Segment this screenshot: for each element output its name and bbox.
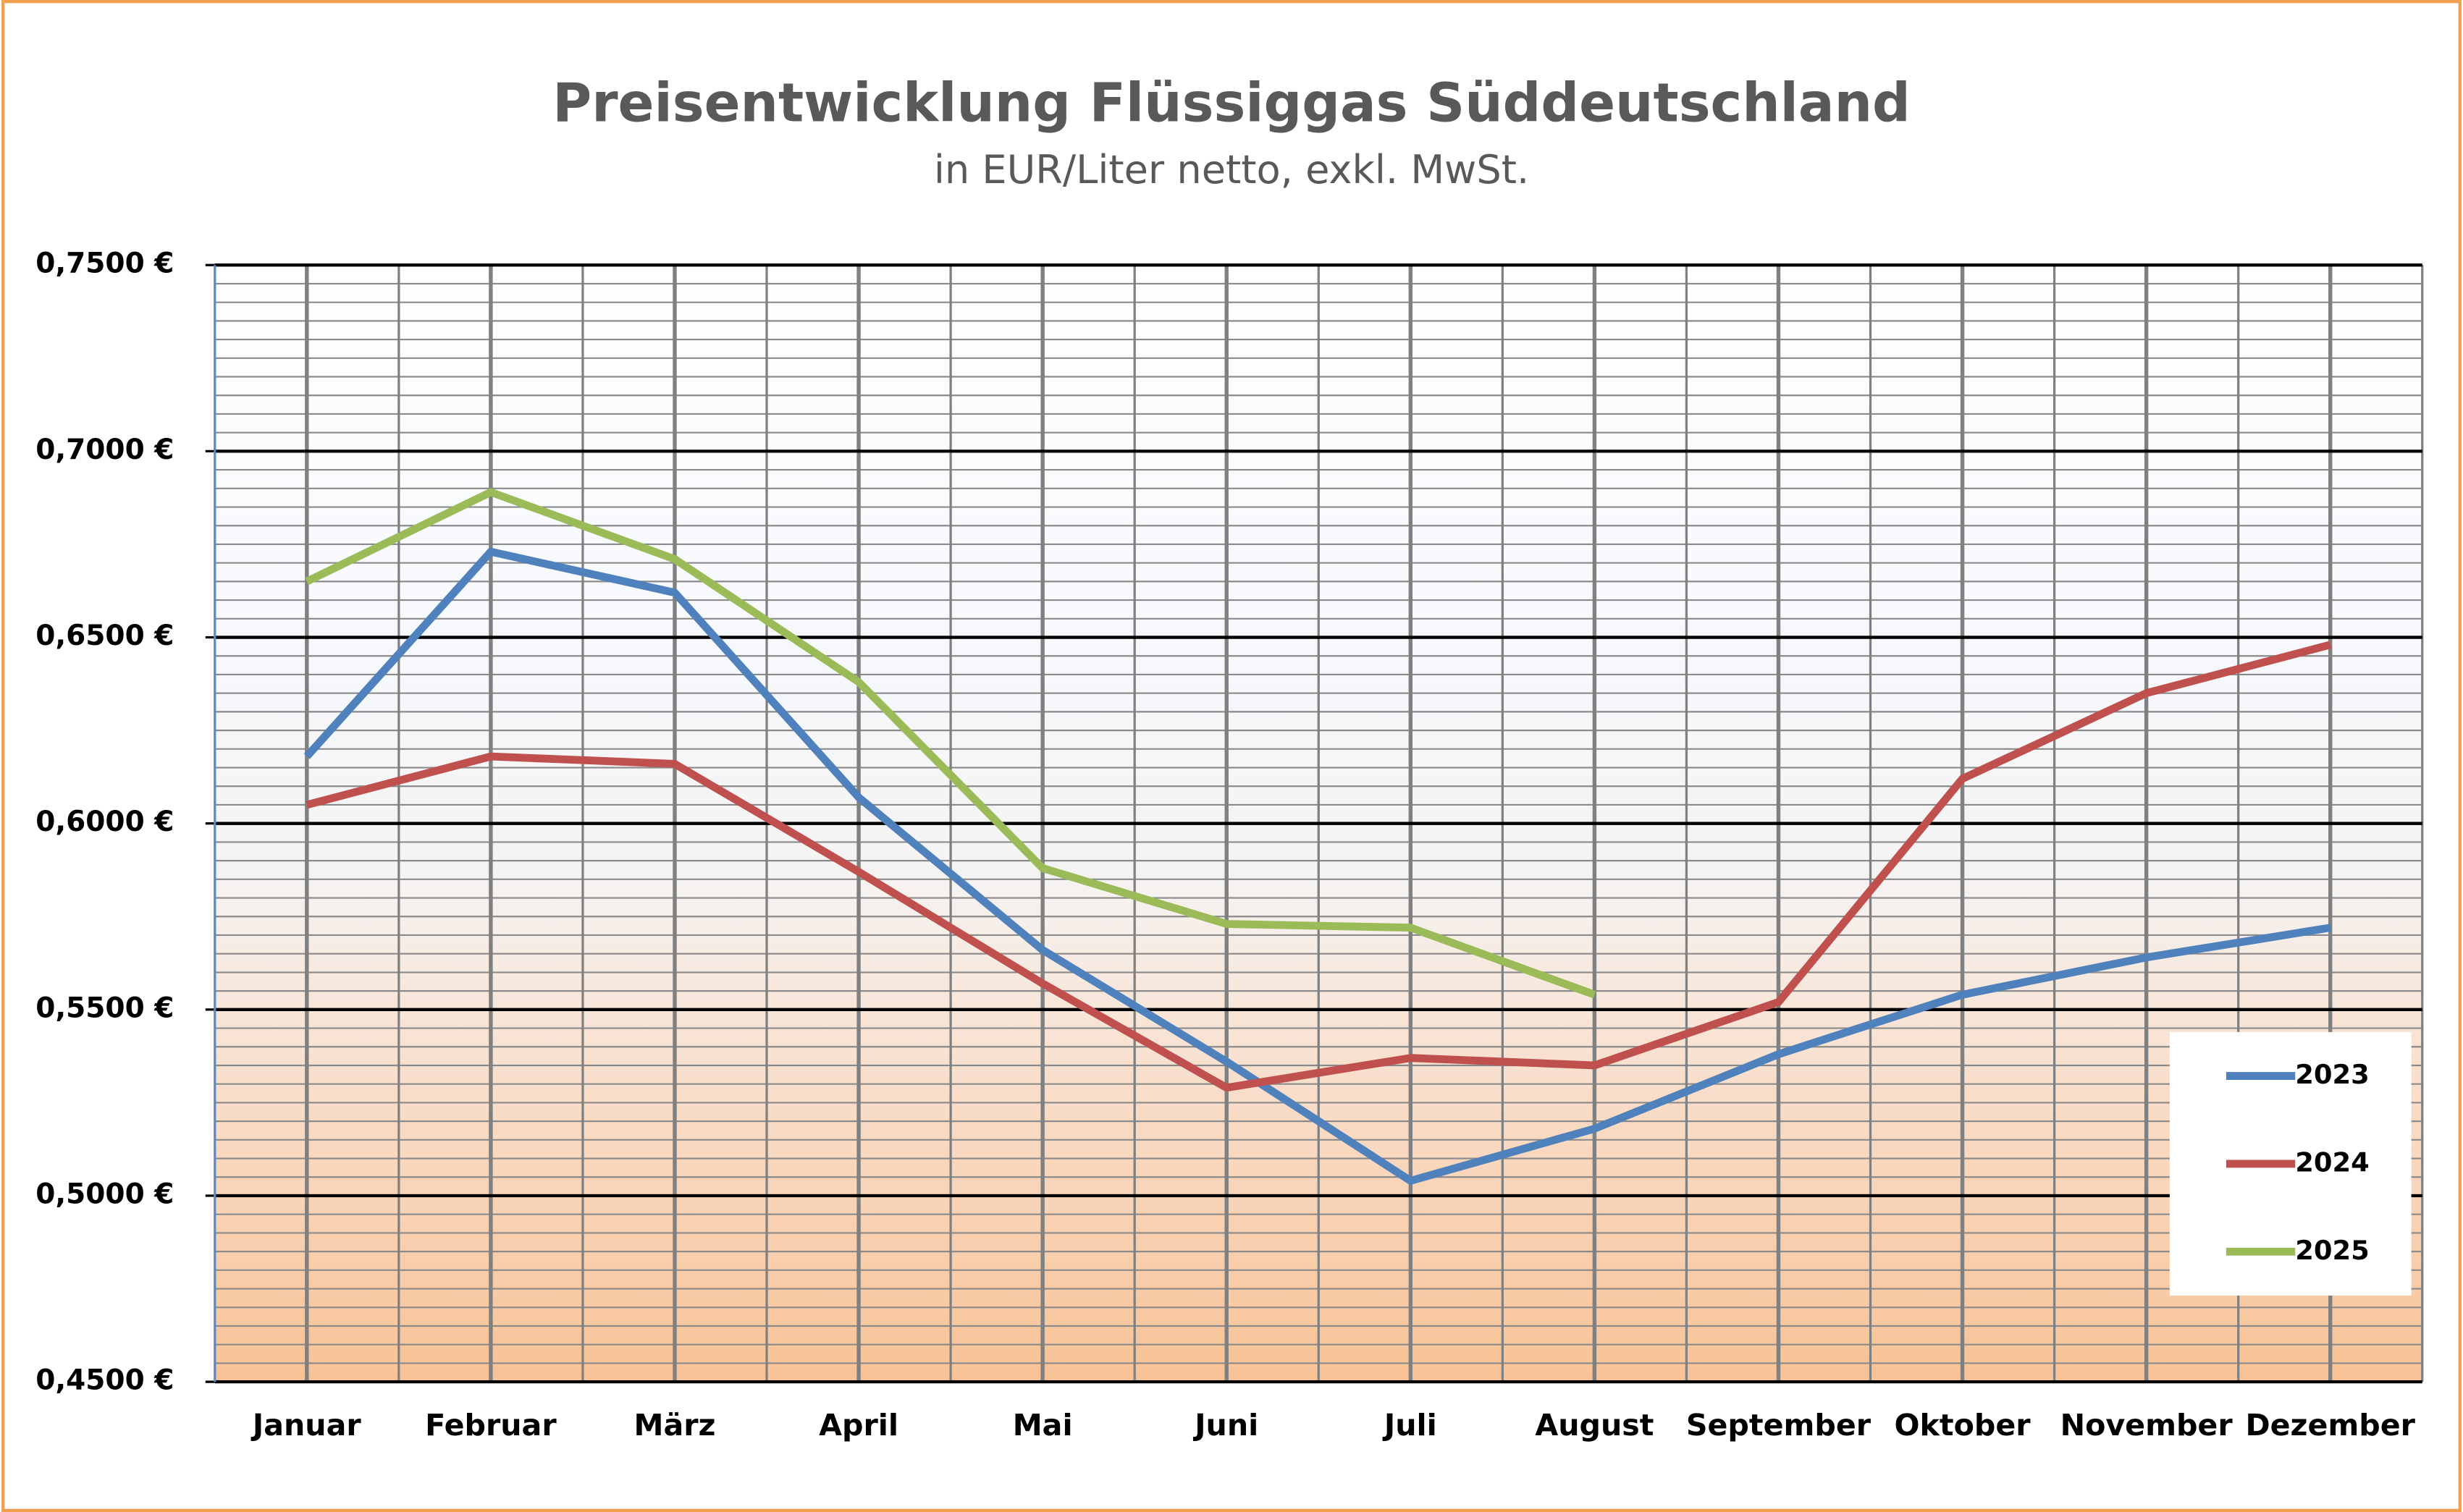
legend-label: 2023	[2295, 1059, 2370, 1090]
y-tick-label: 0,7500 €	[35, 248, 174, 280]
legend-label: 2025	[2295, 1235, 2370, 1266]
grid: 0,4500 € 0,5000 € 0,5500 € 0,6000 € 0,6500 €…	[35, 248, 2424, 1443]
series-line	[306, 641, 2332, 1092]
x-tick-label: Juni	[1192, 1408, 1258, 1443]
series-line	[305, 488, 1596, 999]
x-tick-label: April	[819, 1408, 898, 1443]
chart-subtitle: in EUR/Liter netto, exkl. MwSt.	[934, 147, 1529, 193]
chart-title: Preisentwicklung Flüssiggas Süddeutschla…	[552, 72, 1911, 134]
x-tick-label: Dezember	[2245, 1408, 2415, 1443]
x-tick-label: Juli	[1382, 1408, 1437, 1443]
y-tick-label: 0,5500 €	[35, 992, 174, 1024]
legend: 2023 2024 2025	[2169, 1031, 2412, 1296]
y-tick-label: 0,7000 €	[35, 434, 174, 466]
x-tick-label: März	[633, 1408, 715, 1443]
x-tick-label: Februar	[425, 1408, 557, 1443]
y-tick-label: 0,6500 €	[35, 620, 174, 652]
lines	[303, 488, 2332, 1185]
x-tick-label: Oktober	[1895, 1408, 2032, 1443]
series-line	[303, 547, 2331, 1185]
x-tick-label: Mai	[1013, 1408, 1073, 1443]
y-tick-label: 0,5000 €	[35, 1178, 174, 1210]
legend-label: 2024	[2295, 1146, 2370, 1178]
x-tick-label: November	[2060, 1408, 2233, 1443]
x-tick-label: August	[1535, 1408, 1654, 1443]
x-tick-label: Januar	[250, 1408, 361, 1443]
y-tick-label: 0,4500 €	[35, 1364, 174, 1397]
y-tick-label: 0,6000 €	[35, 806, 174, 838]
x-tick-label: September	[1686, 1408, 1872, 1443]
